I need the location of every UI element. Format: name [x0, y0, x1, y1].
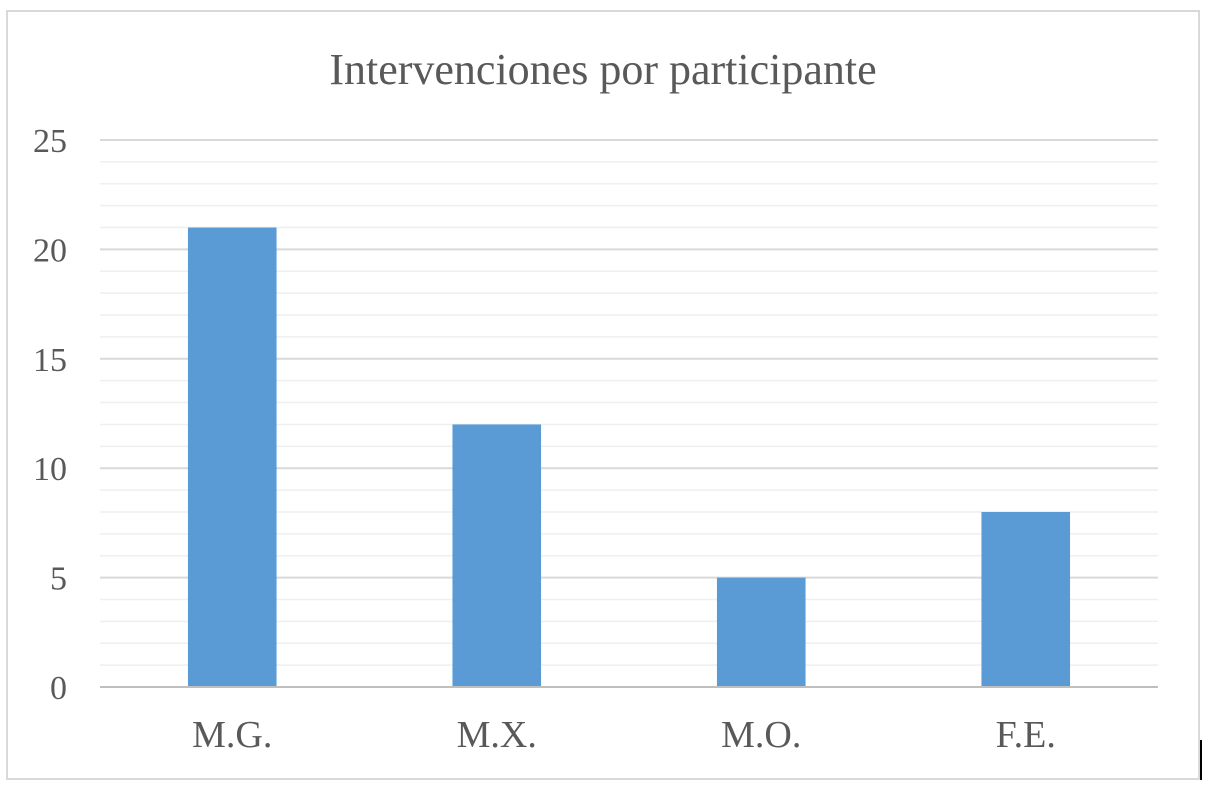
- y-tick-label: 15: [33, 342, 67, 379]
- bars: [187, 227, 1071, 687]
- y-tick-label: 25: [33, 123, 67, 160]
- x-category-label: M.G.: [192, 714, 272, 756]
- y-tick-label: 10: [33, 451, 67, 488]
- bar-mx: [452, 424, 542, 687]
- bar-mo: [716, 577, 806, 687]
- x-axis-category-labels: M.G. M.X. M.O. F.E.: [192, 714, 1056, 756]
- y-tick-label: 0: [50, 670, 67, 707]
- x-category-label: F.E.: [996, 714, 1056, 756]
- y-axis-tick-labels: 0 5 10 15 20 25: [33, 123, 67, 707]
- x-category-label: M.O.: [721, 714, 801, 756]
- edge-mark: [1200, 740, 1202, 780]
- x-category-label: M.X.: [457, 714, 537, 756]
- y-tick-label: 20: [33, 232, 67, 269]
- bar-mg: [187, 227, 277, 687]
- bar-fe: [981, 511, 1071, 687]
- y-tick-label: 5: [50, 561, 67, 598]
- chart-title: Intervenciones por participante: [329, 45, 876, 94]
